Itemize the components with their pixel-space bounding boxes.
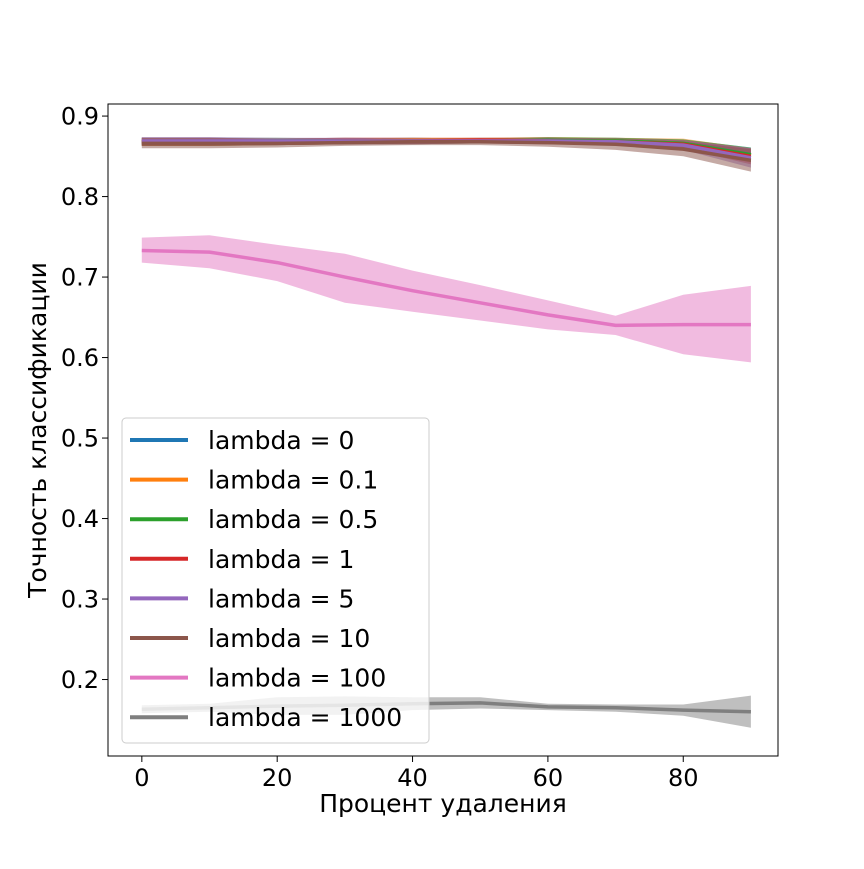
y-tick-label: 0.7 [61,264,99,292]
series-line-5 [141,140,752,163]
legend-label-7: lambda = 1000 [208,703,402,732]
legend-label-3: lambda = 1 [208,545,354,574]
x-axis-label: Процент удаления [319,789,567,818]
y-tick-label: 0.6 [61,344,99,372]
legend-label-0: lambda = 0 [208,426,354,455]
series-lines [141,138,752,714]
legend-box [121,417,430,744]
y-tick-label: 0.3 [61,586,99,614]
x-tick-label: 0 [134,764,149,792]
legend-label-6: lambda = 100 [208,664,386,693]
x-axis-ticks: 0 20 40 60 80 [134,756,699,792]
y-tick-label: 0.8 [61,183,99,211]
plot-frame [107,103,779,757]
x-tick-label: 40 [397,764,428,792]
x-tick-label: 80 [668,764,699,792]
series-line-6 [141,248,751,328]
legend-label-5: lambda = 10 [208,624,370,653]
y-tick-label: 0.9 [61,103,99,131]
series-band-5 [141,138,751,172]
legend-label-4: lambda = 5 [208,584,354,613]
y-tick-label: 0.5 [61,425,99,453]
x-tick-label: 60 [533,764,564,792]
legend-label-1: lambda = 0.1 [208,466,378,495]
y-tick-label: 0.2 [61,666,99,694]
x-tick-label: 20 [262,764,293,792]
y-tick-label: 0.4 [61,505,99,533]
y-axis-label: Точность классификации [23,262,52,599]
y-axis-ticks: 0.2 0.3 0.4 0.5 0.6 0.7 0.8 0.9 [61,103,108,694]
legend: lambda = 0 lambda = 0.1 lambda = 0.5 lambda… [121,417,430,744]
legend-label-2: lambda = 0.5 [208,505,378,534]
